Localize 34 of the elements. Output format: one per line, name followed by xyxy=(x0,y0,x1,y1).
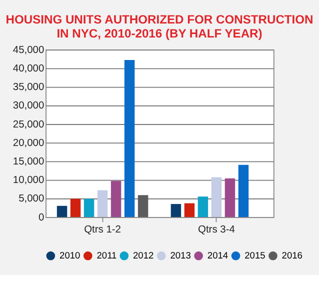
y-tick-label: 5,000 xyxy=(18,194,44,205)
x-tick-label: Qtrs 1-2 xyxy=(84,224,122,236)
legend-label: 2013 xyxy=(170,250,191,261)
bar xyxy=(56,206,68,218)
bar xyxy=(124,60,135,218)
x-tick-label: Qtrs 3-4 xyxy=(198,224,236,236)
y-tick-label: 0 xyxy=(38,212,44,224)
bar xyxy=(238,164,249,218)
legend-label: 2010 xyxy=(60,250,80,261)
y-tick-label: 40,000 xyxy=(12,63,44,74)
y-tick-label: 20,000 xyxy=(12,138,44,149)
legend-label: 2016 xyxy=(282,250,302,261)
text: HOUSING UNITS AUTHORIZED FOR CONSTRUCTION xyxy=(6,12,314,27)
bar xyxy=(138,195,148,218)
bar xyxy=(184,203,195,218)
y-tick-label: 30,000 xyxy=(12,100,44,112)
bar xyxy=(170,204,182,218)
legend-label: 2014 xyxy=(207,250,228,261)
bar xyxy=(110,180,122,218)
y-tick-label: 15,000 xyxy=(12,156,44,168)
bar xyxy=(70,198,81,218)
legend-label: 2015 xyxy=(244,250,266,261)
bar xyxy=(97,190,108,218)
legend-label: 2012 xyxy=(132,250,154,261)
legend-label: 2011 xyxy=(96,250,117,261)
y-tick-label: 25,000 xyxy=(12,119,44,130)
text: IN NYC, 2010-2016 (BY HALF YEAR) xyxy=(56,26,262,41)
bar xyxy=(84,198,94,218)
bar xyxy=(211,177,222,218)
y-tick-label: 45,000 xyxy=(12,44,44,56)
bar xyxy=(224,178,236,218)
bar xyxy=(198,196,208,218)
y-tick-label: 10,000 xyxy=(12,175,44,186)
y-tick-label: 35,000 xyxy=(12,82,44,94)
